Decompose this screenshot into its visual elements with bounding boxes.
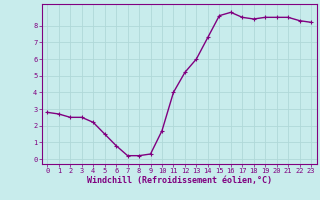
X-axis label: Windchill (Refroidissement éolien,°C): Windchill (Refroidissement éolien,°C): [87, 176, 272, 185]
